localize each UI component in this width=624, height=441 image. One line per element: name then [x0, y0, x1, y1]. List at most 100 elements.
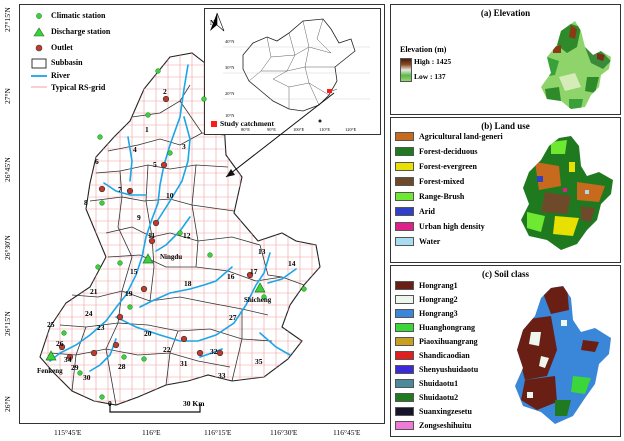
legend-discharge-station: Discharge station [51, 27, 111, 36]
soil-label: Shuidaotu1 [419, 379, 459, 388]
landuse-swatch [395, 207, 414, 216]
inset-lon-120: 120°E [345, 127, 357, 132]
subbasin-number: 22 [163, 345, 171, 354]
landuse-swatch [395, 147, 414, 156]
lat-tick: 26°30'N [3, 235, 12, 260]
legend-outlet: Outlet [51, 43, 73, 52]
inset-north-label: N [210, 19, 216, 27]
subbasin-number: 4 [133, 145, 137, 154]
subbasin-number: 31 [180, 359, 188, 368]
legend-subbasin: Subbasin [51, 58, 83, 67]
inset-map: N Study catchment 40°N 30°N 20°N 10°N 80… [204, 8, 381, 135]
inset-lat-20: 20°N [225, 91, 235, 96]
lon-tick: 116°30'E [270, 428, 298, 437]
subbasin-number: 19 [125, 289, 133, 298]
soil-swatch [395, 337, 414, 346]
subbasin-number: 30 [83, 373, 91, 382]
landuse-label: Urban high density [419, 222, 485, 231]
subbasin-number: 24 [85, 309, 93, 318]
legend-symbols [31, 13, 47, 88]
subbasin-number: 18 [184, 279, 192, 288]
lon-tick: 115°45'E [54, 428, 82, 437]
subbasin-number: 17 [250, 267, 258, 276]
inset-lon-110: 110°E [319, 127, 331, 132]
soil-label: Piaoxihuangrang [419, 337, 478, 346]
subbasin-number: 5 [153, 160, 157, 169]
subbasin-number: 25 [47, 320, 55, 329]
soil-label: Zongseshihuitu [419, 421, 472, 430]
landuse-panel: (b) Land use Agricultural land-generi Fo… [390, 117, 621, 263]
subbasin-number: 6 [95, 157, 99, 166]
soil-swatch [395, 421, 414, 430]
scale-bar [109, 404, 201, 413]
subbasin-number: 23 [97, 323, 105, 332]
landuse-swatch [395, 177, 414, 186]
subbasin-number: 26 [56, 339, 64, 348]
subbasin-number: 1 [145, 125, 149, 134]
elevation-title: (a) Elevation [480, 8, 531, 18]
landuse-label: Arid [419, 207, 435, 216]
soil-swatch [395, 281, 414, 290]
lat-tick: 26°45'N [3, 157, 12, 182]
subbasin-number: 35 [255, 357, 263, 366]
lon-tick: 116°15'E [204, 428, 232, 437]
subbasin-number: 32 [210, 347, 218, 356]
climatic-stations [61, 68, 307, 400]
landuse-label: Water [419, 237, 441, 246]
landuse-label: Forest-mixed [419, 177, 465, 186]
soil-panel: (c) Soil class Hongrang1 Hongrang2 Hongr… [390, 265, 621, 437]
landuse-label: Agricultural land-generi [419, 132, 503, 141]
inset-lat-30: 30°N [225, 65, 235, 70]
landuse-label: Range-Brush [419, 192, 465, 201]
station-label-fenkeng: Fenkeng [37, 367, 63, 375]
landuse-label: Forest-evergreen [419, 162, 477, 171]
station-label-ningdu: Ningdu [160, 253, 183, 261]
soil-swatch [395, 295, 414, 304]
elevation-map [541, 21, 611, 109]
lat-tick: 26°15'N [3, 311, 12, 336]
soil-label: Huanghongrang [419, 323, 476, 332]
landuse-swatch [395, 192, 414, 201]
subbasin-number: 16 [227, 272, 235, 281]
landuse-swatch [395, 222, 414, 231]
legend-climatic-station: Climatic station [51, 11, 106, 20]
subbasin-number: 33 [218, 371, 226, 380]
elevation-panel: (a) Elevation Elevation (m) High : 1425 … [390, 4, 621, 115]
soil-swatch [395, 309, 414, 318]
inset-lat-40: 40°N [225, 39, 235, 44]
main-map-canvas [39, 52, 321, 406]
soil-label: Suanxingzesetu [419, 407, 472, 416]
outlets [58, 95, 254, 361]
soil-swatch [395, 365, 414, 374]
subbasin-number: 2 [163, 87, 167, 96]
elevation-high: High : 1425 [414, 57, 452, 66]
inset-lat-10: 10°N [225, 113, 235, 118]
landuse-swatch [395, 162, 414, 171]
subbasin-number: 11 [148, 231, 156, 240]
soil-swatch [395, 379, 414, 388]
inset-lon-90: 90°E [267, 127, 277, 132]
lat-tick: 27°15'N [3, 7, 12, 32]
pointer-arrow [225, 92, 335, 178]
subbasin-number: 7 [118, 185, 122, 194]
soil-label: Shandicaodian [419, 351, 470, 360]
elevation-ramp [400, 58, 412, 82]
soil-swatch [395, 393, 414, 402]
lat-tick: 26°N [3, 396, 12, 412]
legend-rs-grid: Typical RS-grid [51, 83, 106, 92]
discharge-stations [45, 253, 266, 361]
landuse-swatch [395, 237, 414, 246]
inset-china-outline [210, 12, 370, 127]
soil-swatch [395, 351, 414, 360]
elevation-low: Low : 137 [414, 72, 446, 81]
inset-study-label: Study catchment [220, 119, 274, 128]
study-catchment-swatch [211, 121, 217, 127]
inset-lon-80: 80°E [241, 127, 251, 132]
subbasin-number: 15 [130, 267, 138, 276]
landuse-swatch [395, 132, 414, 141]
station-label-shicheng: Shicheng [244, 296, 272, 304]
scale-bar-right: 30 Km [183, 399, 205, 408]
subbasin-number: 10 [166, 191, 174, 200]
subbasin-number: 27 [229, 313, 237, 322]
station-markers [45, 68, 307, 400]
